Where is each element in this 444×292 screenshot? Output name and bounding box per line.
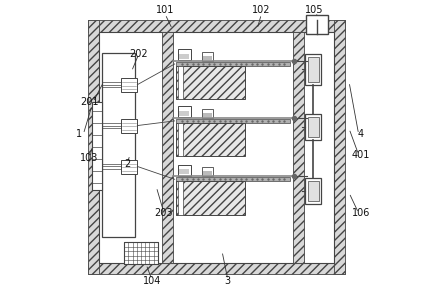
Bar xyxy=(87,20,345,32)
Text: 202: 202 xyxy=(130,49,148,59)
Bar xyxy=(121,119,137,133)
Text: 203: 203 xyxy=(155,208,173,218)
Bar xyxy=(178,123,183,156)
Bar xyxy=(179,111,189,116)
Bar xyxy=(176,181,246,215)
Bar xyxy=(308,57,319,82)
Text: 106: 106 xyxy=(352,208,370,218)
Bar xyxy=(305,178,321,204)
Bar xyxy=(176,66,246,99)
Text: 3: 3 xyxy=(225,276,231,286)
Text: 102: 102 xyxy=(252,5,271,15)
Bar xyxy=(176,62,290,66)
Bar xyxy=(203,171,212,175)
Bar xyxy=(202,52,213,61)
Bar xyxy=(203,56,212,60)
Bar xyxy=(306,15,328,34)
Bar xyxy=(202,109,213,118)
Bar xyxy=(305,114,321,140)
Bar xyxy=(308,117,319,137)
Bar xyxy=(176,177,290,181)
Bar xyxy=(99,32,333,263)
Text: 4: 4 xyxy=(357,129,364,139)
Bar xyxy=(178,49,191,60)
Bar xyxy=(202,167,213,176)
Text: 2: 2 xyxy=(124,159,130,168)
Bar xyxy=(87,20,99,274)
Bar xyxy=(179,169,189,174)
Bar xyxy=(305,54,321,85)
Text: 105: 105 xyxy=(305,5,323,15)
Bar xyxy=(124,242,158,264)
Bar xyxy=(308,181,319,201)
Text: 103: 103 xyxy=(80,153,98,163)
Bar xyxy=(333,20,345,274)
Bar xyxy=(178,165,191,176)
Bar xyxy=(178,66,183,99)
Bar xyxy=(203,113,212,117)
Bar xyxy=(121,78,137,92)
Bar xyxy=(162,32,173,263)
Bar xyxy=(87,263,345,274)
Text: 101: 101 xyxy=(156,5,174,15)
Bar xyxy=(121,160,137,174)
Bar xyxy=(176,119,290,123)
Text: 104: 104 xyxy=(143,276,161,286)
Bar xyxy=(293,32,304,263)
Bar xyxy=(102,53,135,237)
Bar xyxy=(176,123,246,156)
Bar xyxy=(92,102,102,190)
Text: 201: 201 xyxy=(80,97,99,107)
Bar xyxy=(178,181,183,215)
Bar xyxy=(178,106,191,117)
Text: 1: 1 xyxy=(76,129,83,139)
Bar xyxy=(179,54,189,59)
Text: 401: 401 xyxy=(352,150,370,160)
